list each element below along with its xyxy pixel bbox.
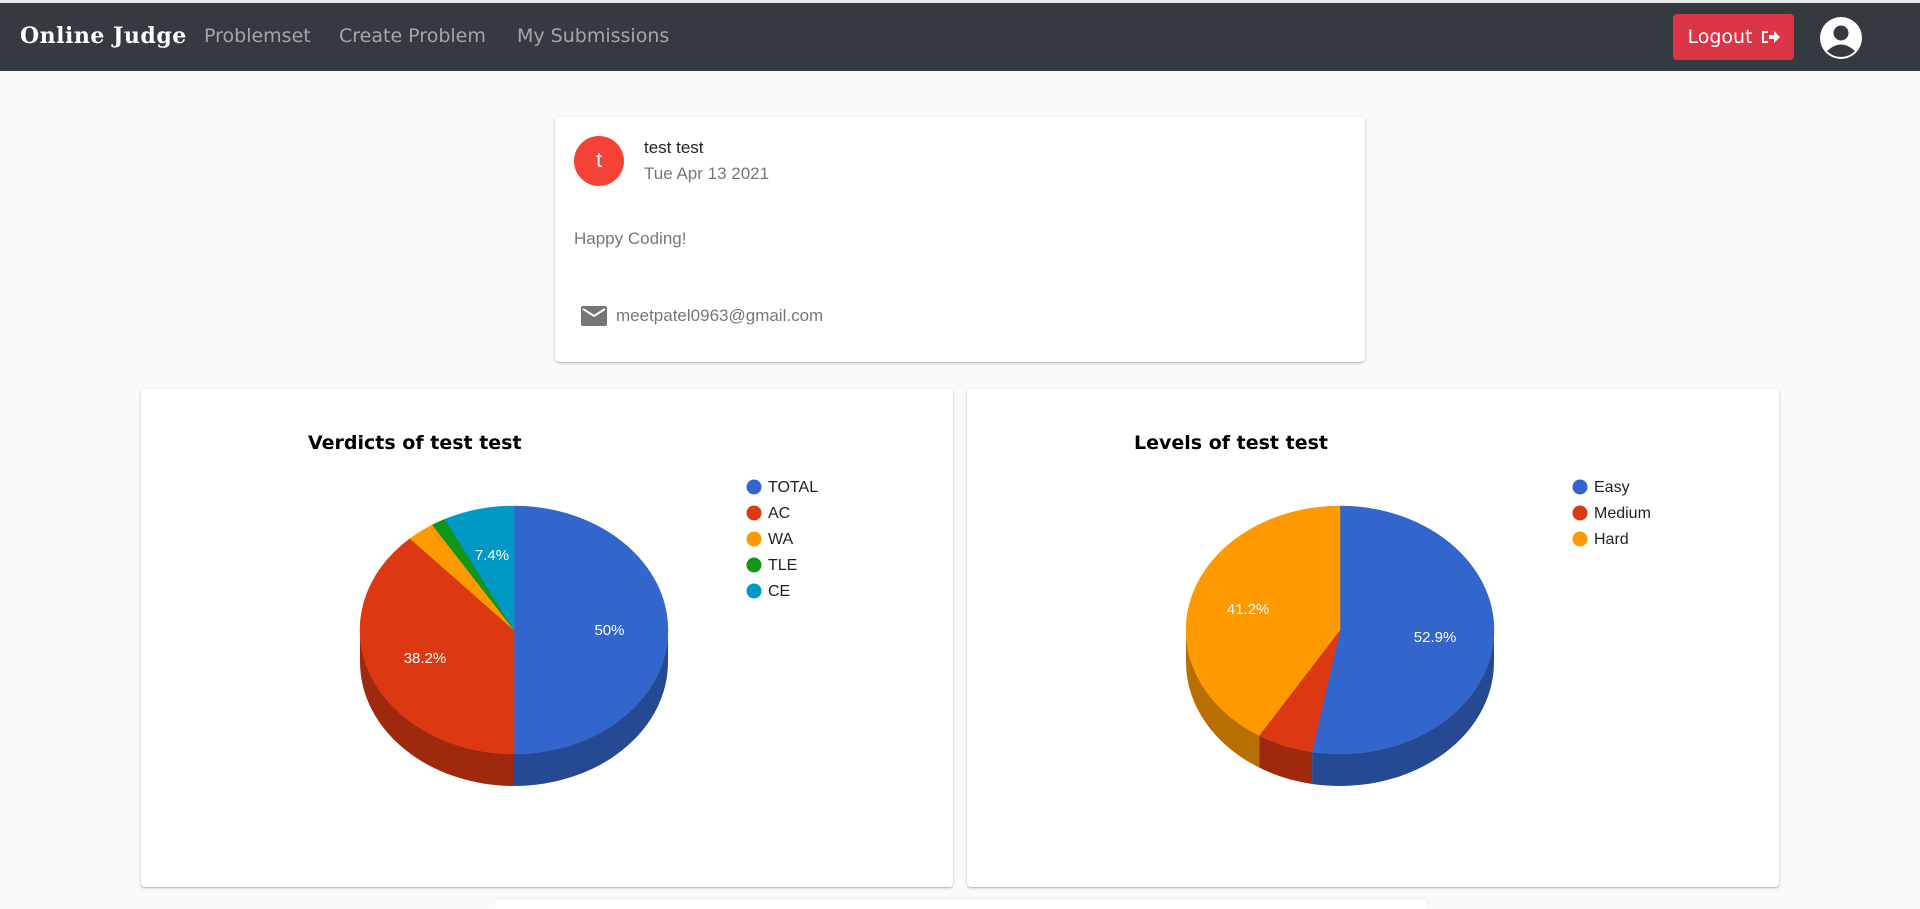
legend-marker-tle (746, 557, 762, 573)
pie-slice-ac (359, 538, 515, 755)
profile-card: t test test Tue Apr 13 2021 Happy Coding… (555, 117, 1365, 362)
chart-title: Verdicts of test test (308, 432, 522, 454)
legend-label-tle: TLE (768, 557, 797, 574)
pie-data-label: 38.2% (404, 650, 447, 667)
legend-marker-ce (746, 583, 762, 599)
profile-bio: Happy Coding! (574, 229, 687, 248)
pie-data-label: 50% (594, 622, 624, 639)
next-card-edge (494, 899, 1427, 909)
profile-avatar: t (574, 136, 624, 186)
legend-label-ce: CE (768, 583, 790, 600)
profile-join-date: Tue Apr 13 2021 (644, 164, 770, 183)
top-strip (0, 0, 1920, 3)
logout-label: Logout (1687, 26, 1753, 48)
mail-icon (581, 306, 607, 326)
sign-out-icon (1761, 31, 1780, 43)
legend-marker-easy (1572, 479, 1588, 495)
legend-marker-medium (1572, 505, 1588, 521)
user-avatar-icon[interactable] (1819, 16, 1863, 60)
pie-data-label: 52.9% (1414, 629, 1457, 646)
nav-link-my-submissions[interactable]: My Submissions (517, 25, 670, 47)
legend-marker-wa (746, 531, 762, 547)
logout-button[interactable]: Logout (1673, 14, 1794, 60)
legend-marker-hard (1572, 531, 1588, 547)
pie-slice-side-hard (1186, 630, 1260, 768)
legend-marker-ac (746, 505, 762, 521)
chart-title: Levels of test test (1134, 432, 1328, 454)
legend-label-ac: AC (768, 505, 790, 522)
levels-pie-chart: Levels of test test 52.9% 41.2% Easy Medium H… (1134, 432, 1651, 786)
pie-slice-side-total (514, 630, 668, 786)
pie-slice-hard (1185, 505, 1341, 736)
legend-label-easy: Easy (1594, 479, 1630, 496)
legend-label-wa: WA (768, 531, 794, 548)
pie-slice-ce (444, 505, 515, 631)
profile-name: test test (644, 138, 704, 157)
legend-marker-total (746, 479, 762, 495)
pie-slice-side-easy (1312, 630, 1494, 786)
pie-data-label: 7.4% (475, 547, 509, 564)
legend-label-medium: Medium (1594, 505, 1651, 522)
pie-data-label: 41.2% (1227, 601, 1270, 618)
pie-slice-side-medium (1259, 735, 1313, 784)
brand-logo[interactable]: Online Judge (20, 23, 187, 49)
profile-email[interactable]: meetpatel0963@gmail.com (616, 306, 824, 325)
pie-slice-total (513, 505, 669, 755)
legend-label-total: TOTAL (768, 479, 818, 496)
levels-chart-card: Levels of test test 52.9% 41.2% Easy Medium H… (967, 389, 1779, 887)
navbar: Online Judge Problemset Create Problem M… (0, 3, 1920, 71)
verdicts-pie-chart: Verdicts of test test 50% 38.2% 7.4% TOTAL AC… (308, 432, 818, 786)
pie-slice-easy (1311, 505, 1495, 755)
legend-label-hard: Hard (1594, 531, 1629, 548)
nav-link-create-problem[interactable]: Create Problem (339, 25, 486, 47)
verdicts-chart-card: Verdicts of test test 50% 38.2% 7.4% TOTAL AC… (141, 389, 953, 887)
pie-slice-side-ac (360, 630, 514, 786)
nav-link-problemset[interactable]: Problemset (204, 25, 311, 47)
